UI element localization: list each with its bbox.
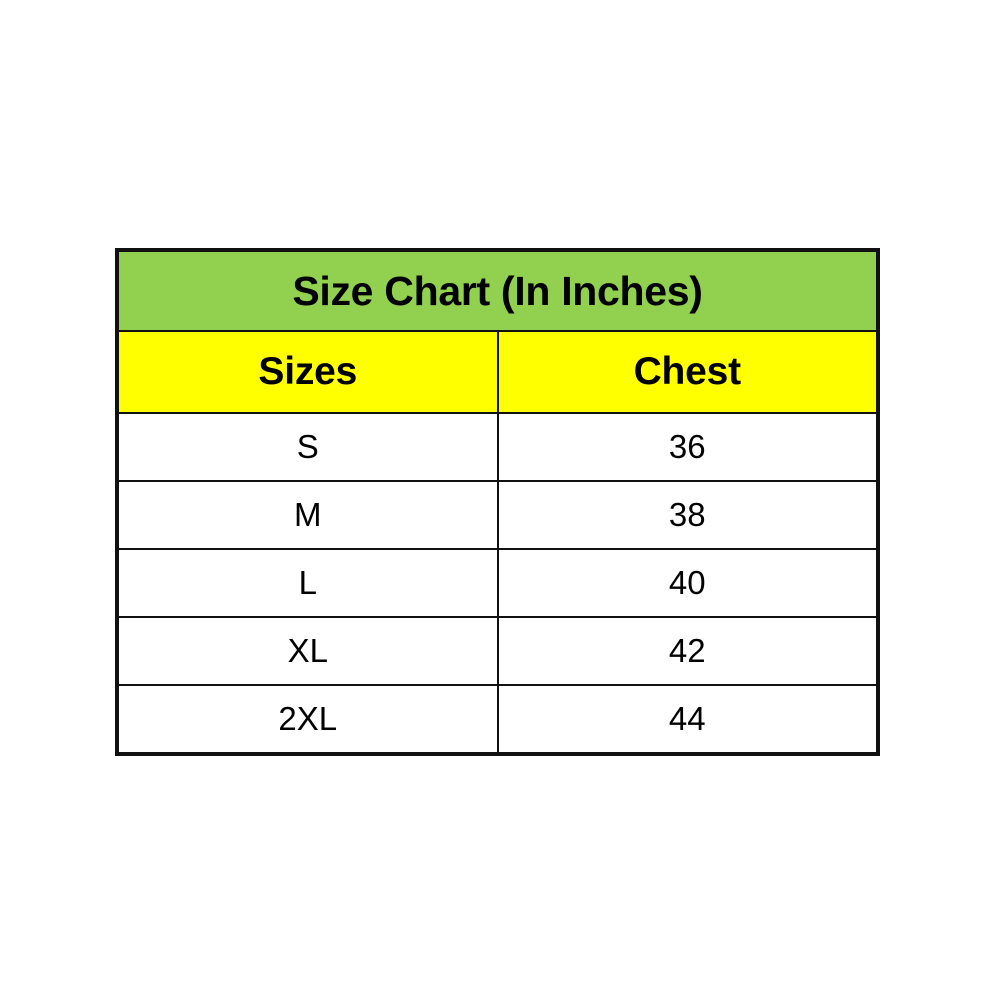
cell-size: 2XL — [116, 684, 499, 755]
column-header-sizes: Sizes — [116, 330, 499, 414]
column-header-chest: Chest — [496, 330, 879, 414]
table-row: XL 42 — [116, 616, 879, 686]
table-title-row: Size Chart (In Inches) — [116, 249, 879, 332]
cell-size: L — [116, 548, 499, 618]
cell-chest: 40 — [496, 548, 879, 618]
size-chart-table-body: Size Chart (In Inches) Sizes Chest S 36 … — [116, 249, 879, 755]
table-row: L 40 — [116, 548, 879, 618]
table-row: 2XL 44 — [116, 684, 879, 755]
size-chart-table: Size Chart (In Inches) Sizes Chest S 36 … — [115, 248, 880, 756]
table-row: S 36 — [116, 412, 879, 482]
cell-size: XL — [116, 616, 499, 686]
cell-chest: 36 — [496, 412, 879, 482]
cell-chest: 38 — [496, 480, 879, 550]
table-row: M 38 — [116, 480, 879, 550]
table-header-row: Sizes Chest — [116, 330, 879, 414]
size-chart-title: Size Chart (In Inches) — [116, 249, 879, 332]
cell-size: M — [116, 480, 499, 550]
cell-size: S — [116, 412, 499, 482]
cell-chest: 44 — [496, 684, 879, 755]
cell-chest: 42 — [496, 616, 879, 686]
